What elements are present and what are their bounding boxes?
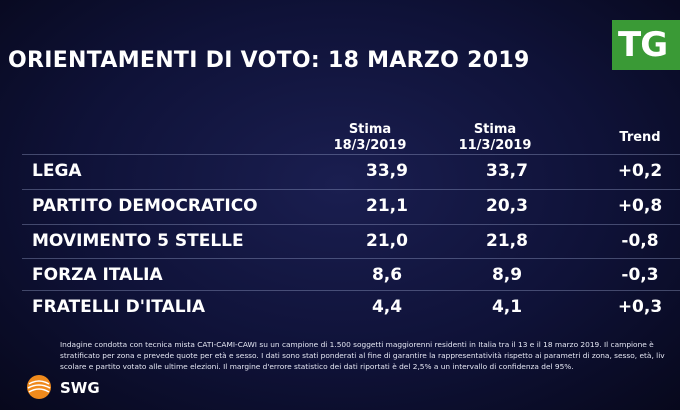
column-header-date: 11/3/2019	[458, 138, 532, 153]
page-title: ORIENTAMENTI DI VOTO: 18 MARZO 2019	[8, 48, 530, 73]
table-row: FRATELLI D'ITALIA 4,4 4,1 +0,3	[22, 290, 680, 325]
previous-estimate: 33,7	[486, 161, 528, 181]
table-row: MOVIMENTO 5 STELLE 21,0 21,8 -0,8	[22, 224, 680, 259]
column-header-label: Stima	[473, 122, 517, 137]
column-header-label: Stima	[348, 122, 392, 137]
party-name: MOVIMENTO 5 STELLE	[32, 231, 244, 251]
current-estimate: 8,6	[371, 265, 403, 285]
previous-estimate: 20,3	[486, 196, 528, 216]
column-header-label: Trend	[619, 130, 661, 145]
trend-value: +0,3	[617, 297, 663, 317]
previous-estimate: 21,8	[486, 231, 528, 251]
swg-wordmark: SWG	[60, 379, 100, 397]
table-row: LEGA 33,9 33,7 +0,2	[22, 154, 680, 189]
current-estimate: 4,4	[371, 297, 403, 317]
column-header-trend: Trend	[600, 130, 680, 146]
note-line: scolare e partito votato alle ultime ele…	[60, 362, 574, 371]
column-header-date: 18/3/2019	[333, 138, 407, 153]
trend-value: +0,2	[617, 161, 663, 181]
methodology-note: Indagine condotta con tecnica mista CATI…	[60, 339, 680, 372]
trend-value: +0,8	[617, 196, 663, 216]
previous-estimate: 8,9	[491, 265, 523, 285]
swg-globe-icon	[27, 375, 51, 399]
table-row: FORZA ITALIA 8,6 8,9 -0,3	[22, 258, 680, 293]
trend-value: -0,3	[621, 265, 659, 285]
current-estimate: 21,0	[366, 231, 408, 251]
party-name: PARTITO DEMOCRATICO	[32, 196, 258, 216]
column-header-previous: Stima 11/3/2019	[445, 122, 545, 154]
party-name: FORZA ITALIA	[32, 265, 163, 285]
column-header-current: Stima 18/3/2019	[320, 122, 420, 154]
current-estimate: 21,1	[366, 196, 408, 216]
note-line: Indagine condotta con tecnica mista CATI…	[60, 340, 654, 349]
current-estimate: 33,9	[366, 161, 408, 181]
tg-logo: TG	[612, 20, 680, 70]
party-name: FRATELLI D'ITALIA	[32, 297, 206, 317]
previous-estimate: 4,1	[491, 297, 523, 317]
trend-value: -0,8	[621, 231, 659, 251]
party-name: LEGA	[32, 161, 82, 181]
note-line: stratificato per zona e prevede quote pe…	[60, 351, 665, 360]
table-row: PARTITO DEMOCRATICO 21,1 20,3 +0,8	[22, 189, 680, 224]
